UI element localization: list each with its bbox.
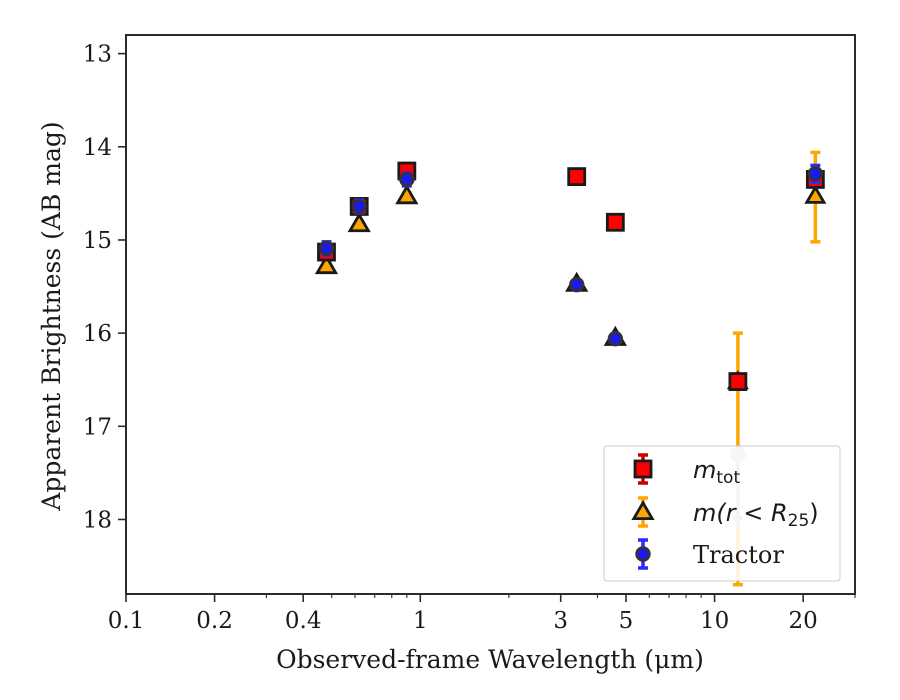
data-point-circle — [318, 240, 335, 257]
legend: mtot m(r < R25) Tractor — [603, 445, 841, 582]
y-axis-label: Apparent Brightness (AB mag) — [37, 121, 66, 511]
legend-item: mtot — [633, 453, 740, 488]
data-point-triangle — [804, 184, 827, 204]
data-point-triangle — [395, 184, 419, 205]
data-point-circle — [607, 331, 624, 347]
legend-frame — [603, 445, 841, 582]
x-tick-label: 0.2 — [196, 608, 233, 634]
legend-label: Tractor — [693, 541, 784, 569]
y-tick-label: 13 — [83, 42, 112, 68]
data-point-square — [605, 212, 625, 232]
plot-frame — [125, 34, 856, 595]
y-tick-label: 18 — [83, 507, 112, 533]
data-point-square — [567, 167, 587, 187]
data-point-square — [728, 372, 748, 391]
x-tick-label: 20 — [789, 608, 818, 634]
data-point-triangle — [347, 212, 371, 233]
x-axis-label: Observed-frame Wavelength (μm) — [276, 645, 704, 674]
x-tick-label: 0.4 — [285, 608, 322, 634]
x-tick-label: 5 — [619, 608, 634, 634]
legend-label: m(r < R25) — [693, 499, 819, 531]
marks-layer — [314, 150, 827, 587]
x-tick-label: 0.1 — [108, 608, 145, 634]
legend-item: Tractor — [635, 538, 784, 570]
y-tick-label: 14 — [83, 135, 112, 161]
x-tick-label: 10 — [700, 608, 729, 634]
legend-marker-triangle — [631, 500, 655, 521]
data-point-circle — [569, 276, 585, 293]
data-point-circle — [807, 166, 824, 182]
data-point-circle — [399, 171, 415, 188]
legend-item: m(r < R25) — [631, 496, 819, 531]
legend-items: mtot m(r < R25) Tractor — [631, 453, 819, 570]
data-point-circle — [351, 198, 367, 215]
legend-marker-circle — [635, 546, 651, 562]
legend-marker-square — [633, 459, 653, 479]
y-tick-label: 17 — [83, 414, 112, 440]
y-tick-label: 16 — [83, 321, 112, 347]
x-tick-label: 1 — [413, 608, 428, 634]
y-tick-label: 15 — [83, 228, 112, 254]
legend-label: mtot — [693, 456, 740, 488]
data-point-triangle — [314, 254, 339, 275]
x-tick-label: 3 — [553, 608, 568, 634]
